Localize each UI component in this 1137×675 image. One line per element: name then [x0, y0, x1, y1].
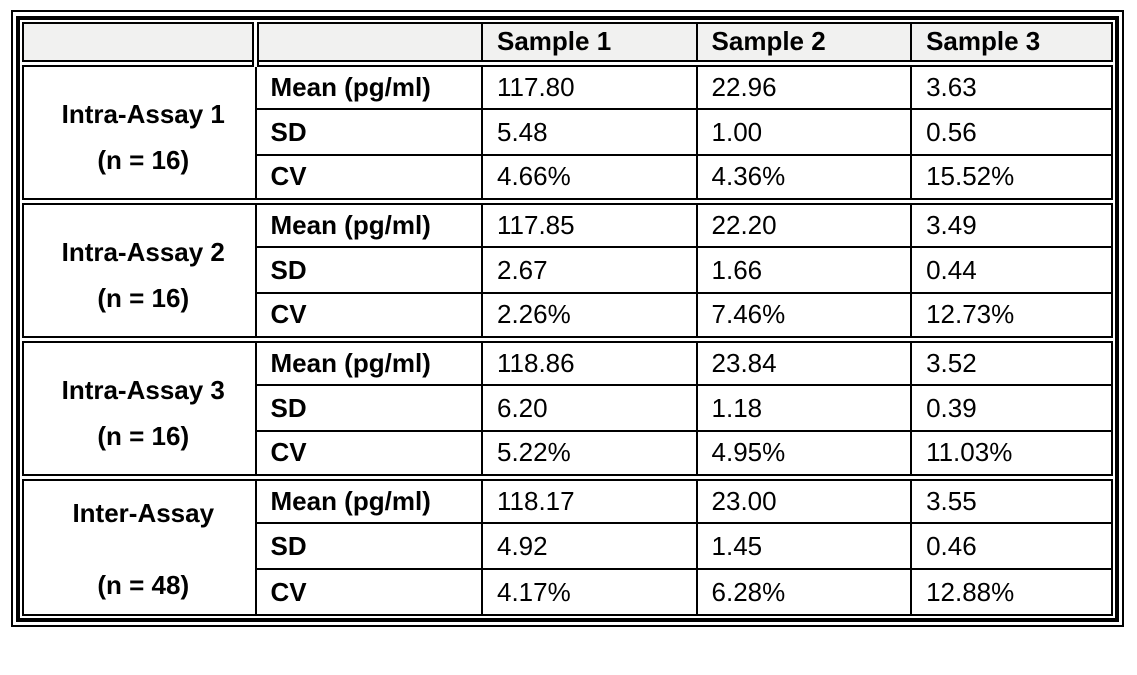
value-cell: 117.80	[481, 59, 698, 110]
value-cell: 3.55	[910, 473, 1113, 524]
table-row: CV 5.22% 4.95% 11.03%	[23, 430, 1113, 478]
table-row: SD 5.48 1.00 0.56	[23, 108, 1113, 156]
value-cell: 23.00	[695, 473, 913, 524]
stat-header-blank-cell	[254, 22, 483, 64]
value-cell: 6.20	[481, 384, 698, 432]
value-cell: 4.17%	[481, 568, 698, 616]
table-row: SD 2.67 1.66 0.44	[23, 246, 1113, 294]
value-cell: 22.20	[695, 197, 913, 248]
value-cell: 5.48	[481, 108, 698, 156]
stat-label-sd: SD	[254, 384, 483, 432]
group-name: Intra-Assay 3	[61, 375, 225, 405]
group-n: (n = 16)	[97, 421, 190, 451]
group-label-wrap: Intra-Assay 2 (n = 16)	[38, 219, 249, 321]
value-cell: 6.28%	[695, 568, 913, 616]
value-cell: 11.03%	[910, 430, 1113, 478]
corner-cell	[22, 22, 259, 64]
table-row: Intra-Assay 3 (n = 16) Mean (pg/ml) 118.…	[22, 335, 1113, 478]
value-cell: 118.17	[481, 473, 698, 524]
stat-label-sd: SD	[254, 108, 483, 156]
value-cell: 12.73%	[910, 292, 1113, 340]
table-row: CV 2.26% 7.46% 12.73%	[23, 292, 1113, 340]
value-cell: 0.39	[910, 384, 1113, 432]
group-name: Intra-Assay 1	[61, 99, 225, 129]
value-cell: 0.44	[910, 246, 1113, 294]
table-inner-frame: Sample 1 Sample 2 Sample 3 Intra-Assay 1…	[16, 16, 1119, 622]
table-row: Inter-Assay (n = 48) Mean (pg/ml) 118.17…	[22, 473, 1113, 616]
stat-label-mean: Mean (pg/ml)	[254, 473, 483, 524]
stat-label-cv: CV	[254, 154, 483, 202]
table-row: CV 4.66% 4.36% 15.52%	[23, 154, 1113, 202]
value-cell: 7.46%	[695, 292, 913, 340]
value-cell: 15.52%	[910, 154, 1113, 202]
sample-2-header: Sample 2	[695, 22, 913, 64]
precision-table: Sample 1 Sample 2 Sample 3 Intra-Assay 1…	[22, 22, 1113, 616]
value-cell: 22.96	[695, 59, 913, 110]
value-cell: 12.88%	[910, 568, 1113, 616]
value-cell: 3.49	[910, 197, 1113, 248]
value-cell: 4.95%	[695, 430, 913, 478]
group-n: (n = 16)	[97, 145, 190, 175]
value-cell: 118.86	[481, 335, 698, 386]
group-label-intra-assay-1: Intra-Assay 1 (n = 16)	[22, 59, 257, 202]
group-label-wrap: Intra-Assay 3 (n = 16)	[38, 357, 249, 459]
value-cell: 4.66%	[481, 154, 698, 202]
table-row: CV 4.17% 6.28% 12.88%	[23, 568, 1113, 616]
group-n: (n = 48)	[97, 570, 190, 601]
value-cell: 5.22%	[481, 430, 698, 478]
sample-1-header: Sample 1	[481, 22, 698, 64]
stat-label-mean: Mean (pg/ml)	[254, 197, 483, 248]
group-label-wrap: Intra-Assay 1 (n = 16)	[38, 81, 249, 183]
value-cell: 0.56	[910, 108, 1113, 156]
value-cell: 1.45	[695, 522, 913, 570]
value-cell: 4.92	[481, 522, 698, 570]
stat-label-cv: CV	[254, 568, 483, 616]
stat-label-cv: CV	[254, 430, 483, 478]
table-row: SD 4.92 1.45 0.46	[23, 522, 1113, 570]
table-outer-frame: Sample 1 Sample 2 Sample 3 Intra-Assay 1…	[11, 10, 1124, 627]
group-name: Intra-Assay 2	[61, 237, 225, 267]
group-label-intra-assay-3: Intra-Assay 3 (n = 16)	[22, 335, 257, 478]
stat-label-sd: SD	[254, 246, 483, 294]
group-n: (n = 16)	[97, 283, 190, 313]
group-name: Inter-Assay	[72, 498, 215, 529]
group-label-wrap: Inter-Assay (n = 48)	[38, 486, 249, 608]
value-cell: 4.36%	[695, 154, 913, 202]
value-cell: 1.18	[695, 384, 913, 432]
value-cell: 3.52	[910, 335, 1113, 386]
stat-label-cv: CV	[254, 292, 483, 340]
group-label-intra-assay-2: Intra-Assay 2 (n = 16)	[22, 197, 257, 340]
stat-label-mean: Mean (pg/ml)	[254, 335, 483, 386]
table-row: Intra-Assay 1 (n = 16) Mean (pg/ml) 117.…	[22, 59, 1113, 202]
value-cell: 1.00	[695, 108, 913, 156]
value-cell: 23.84	[695, 335, 913, 386]
value-cell: 1.66	[695, 246, 913, 294]
table-row: SD 6.20 1.18 0.39	[23, 384, 1113, 432]
group-label-inter-assay: Inter-Assay (n = 48)	[22, 473, 257, 616]
value-cell: 3.63	[910, 59, 1113, 110]
value-cell: 0.46	[910, 522, 1113, 570]
sample-3-header: Sample 3	[910, 22, 1113, 64]
value-cell: 2.26%	[481, 292, 698, 340]
stat-label-mean: Mean (pg/ml)	[254, 59, 483, 110]
value-cell: 2.67	[481, 246, 698, 294]
header-row: Sample 1 Sample 2 Sample 3	[22, 22, 1113, 64]
stat-label-sd: SD	[254, 522, 483, 570]
value-cell: 117.85	[481, 197, 698, 248]
table-row: Intra-Assay 2 (n = 16) Mean (pg/ml) 117.…	[22, 197, 1113, 340]
